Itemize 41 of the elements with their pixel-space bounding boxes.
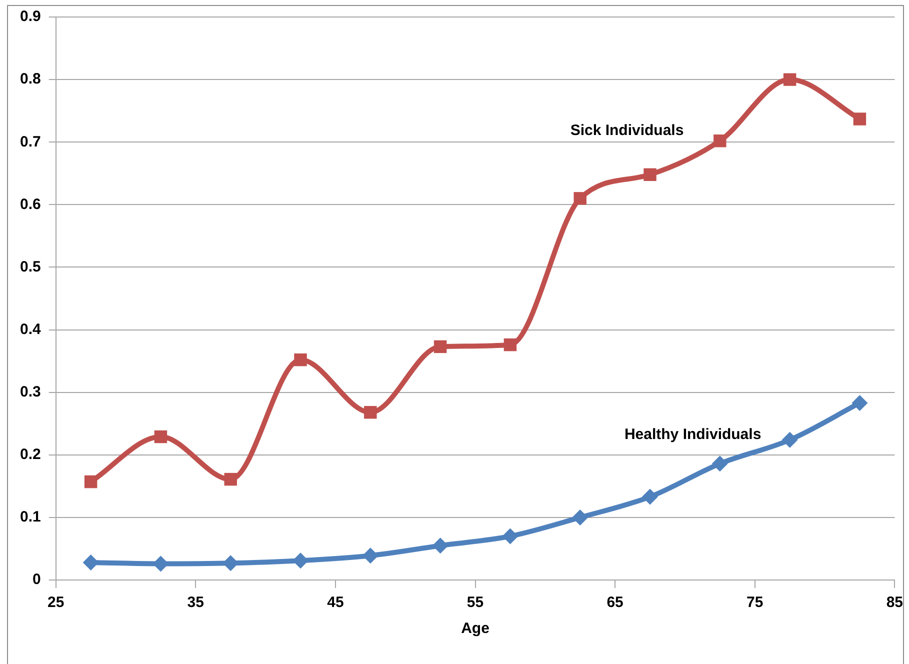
point — [362, 548, 378, 564]
x-tick-label: 35 — [187, 594, 204, 612]
x-tick-label: 45 — [327, 594, 344, 612]
point — [712, 456, 728, 472]
point — [84, 475, 98, 488]
point — [432, 538, 448, 554]
y-tick-label: 0.5 — [20, 258, 41, 276]
y-tick-label: 0 — [32, 571, 41, 588]
y-tick-label: 0.7 — [20, 133, 41, 150]
point — [502, 528, 518, 544]
point — [504, 338, 517, 352]
point — [294, 353, 307, 366]
point — [224, 472, 237, 486]
y-tick-label: 0.3 — [20, 383, 41, 400]
y-tick-label: 0.6 — [20, 196, 41, 213]
point — [364, 406, 377, 419]
y-tick-label: 0.2 — [20, 446, 41, 464]
y-tick-label: 0.4 — [20, 320, 42, 338]
x-tick-label: 55 — [466, 594, 484, 612]
point — [82, 554, 99, 570]
y-tick-label: 0.9 — [20, 8, 41, 26]
series-label: Healthy Individuals — [624, 426, 762, 444]
point — [852, 394, 868, 411]
series-label: Sick Individuals — [570, 122, 684, 139]
x-tick-label: 65 — [606, 594, 624, 612]
x-tick-label: 75 — [746, 594, 764, 612]
x-tick-label: 85 — [886, 594, 903, 612]
x-tick-label: 25 — [48, 594, 64, 612]
point — [434, 340, 447, 354]
point — [572, 509, 588, 526]
point — [714, 134, 726, 148]
point — [642, 488, 658, 505]
point — [853, 112, 866, 126]
y-tick-label: 0.8 — [20, 70, 41, 88]
x-axis-title: Age — [461, 620, 490, 638]
point — [154, 430, 168, 444]
point — [783, 73, 796, 86]
point — [782, 432, 798, 448]
point — [644, 168, 656, 182]
y-tick-label: 0.1 — [20, 508, 41, 526]
point — [574, 192, 586, 205]
